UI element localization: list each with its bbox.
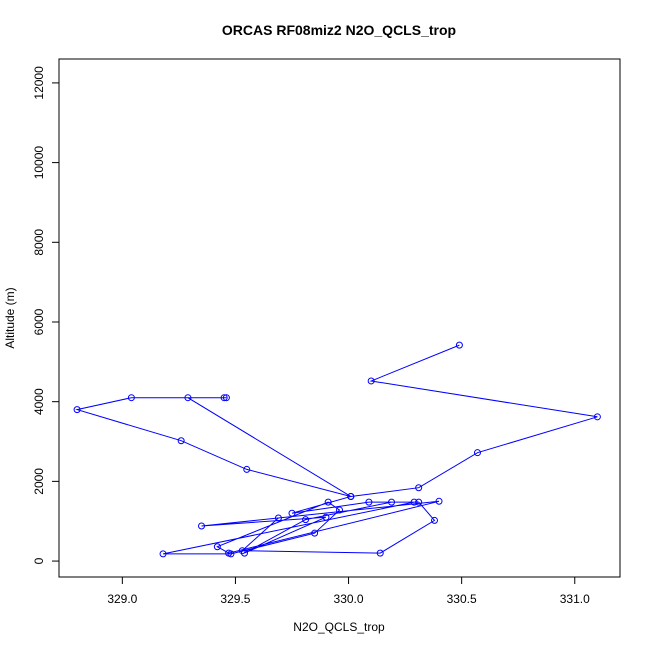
data-point [322, 513, 330, 521]
data-point [410, 498, 418, 506]
chart-title: ORCAS RF08miz2 N2O_QCLS_trop [222, 22, 456, 38]
x-axis-label: N2O_QCLS_trop [293, 620, 385, 634]
data-point [274, 514, 282, 522]
data-point [311, 529, 319, 537]
data-point [431, 516, 439, 524]
x-tick-label: 329.5 [220, 592, 250, 606]
data-point [225, 549, 233, 557]
data-point [240, 549, 248, 557]
series-line [75, 344, 598, 555]
y-axis: 0 2000 4000 6000 8000 10000 12000 [32, 66, 60, 564]
x-tick-label: 331.0 [560, 592, 590, 606]
data-point [455, 341, 463, 349]
data-point [198, 522, 206, 530]
data-point [159, 550, 167, 558]
data-point [367, 377, 375, 385]
data-point [184, 394, 192, 402]
data-point [222, 394, 230, 402]
y-tick-label: 6000 [32, 308, 46, 335]
data-point [302, 516, 310, 524]
data-point [376, 549, 384, 557]
data-point [347, 493, 355, 501]
y-tick-label: 10000 [32, 146, 46, 180]
y-tick-label: 12000 [32, 66, 46, 100]
x-tick-label: 330.0 [334, 592, 364, 606]
data-point [243, 465, 251, 473]
x-axis: 329.0 329.5 330.0 330.5 331.0 [107, 576, 590, 606]
data-point [473, 449, 481, 457]
data-point [177, 437, 185, 445]
y-tick-label: 4000 [32, 388, 46, 415]
data-point [73, 406, 81, 414]
y-tick-label: 0 [32, 557, 46, 564]
x-tick-label: 329.0 [107, 592, 137, 606]
data-point [435, 497, 443, 505]
data-point [336, 506, 343, 514]
data-point [324, 498, 332, 506]
data-point [288, 509, 296, 517]
y-tick-label: 8000 [32, 229, 46, 256]
data-point [593, 413, 601, 421]
data-series [73, 341, 601, 558]
data-point [127, 394, 135, 402]
x-tick-label: 330.5 [447, 592, 477, 606]
data-point [238, 547, 246, 555]
data-point [415, 498, 423, 506]
data-point [388, 498, 396, 506]
data-point [365, 498, 373, 506]
data-point [213, 543, 221, 551]
data-point [415, 484, 423, 492]
y-axis-label: Altitude (m) [3, 287, 17, 348]
data-point [220, 394, 228, 402]
y-tick-label: 2000 [32, 468, 46, 495]
